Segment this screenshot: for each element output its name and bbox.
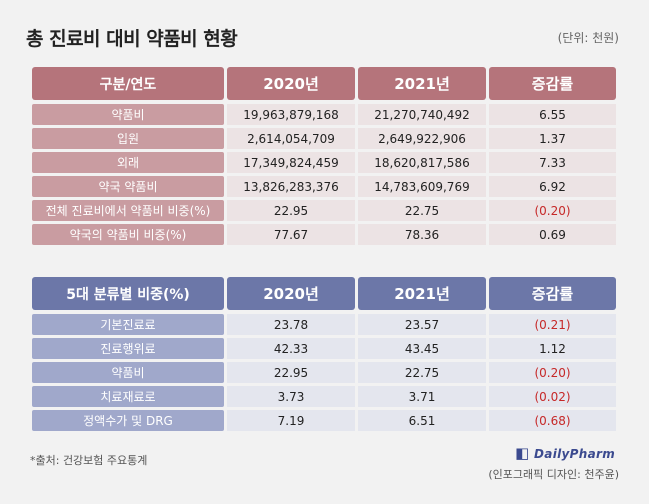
row-label: 약국의 약품비 비중(%) xyxy=(32,224,224,245)
row-label: 정액수가 및 DRG xyxy=(32,410,224,431)
value-2020: 19,963,879,168 xyxy=(227,104,355,125)
header-2021: 2021년 xyxy=(358,67,486,100)
value-2020: 13,826,283,376 xyxy=(227,176,355,197)
value-2020: 23.78 xyxy=(227,314,355,335)
value-change: 1.12 xyxy=(489,338,616,359)
value-2021: 6.51 xyxy=(358,410,486,431)
value-change: 7.33 xyxy=(489,152,616,173)
value-change: 0.69 xyxy=(489,224,616,245)
header-2020: 2020년 xyxy=(227,277,355,310)
value-change: (0.21) xyxy=(489,314,616,335)
logo-text: DailyPharm xyxy=(534,447,615,461)
value-change: (0.20) xyxy=(489,200,616,221)
value-2021: 18,620,817,586 xyxy=(358,152,486,173)
row-label: 진료행위료 xyxy=(32,338,224,359)
unit-note: (단위: 천원) xyxy=(557,31,619,45)
value-change: (0.68) xyxy=(489,410,616,431)
value-2021: 78.36 xyxy=(358,224,486,245)
value-change: 1.37 xyxy=(489,128,616,149)
dailypharm-logo: ◧ DailyPharm xyxy=(515,444,615,462)
value-2020: 3.73 xyxy=(227,386,355,407)
header-change: 증감률 xyxy=(489,277,616,310)
value-2021: 23.57 xyxy=(358,314,486,335)
value-change: (0.20) xyxy=(489,362,616,383)
row-label: 입원 xyxy=(32,128,224,149)
row-label: 기본진료료 xyxy=(32,314,224,335)
drug-cost-table: 구분/연도 2020년 2021년 증감률 약품비 19,963,879,168… xyxy=(32,67,616,248)
value-2021: 22.75 xyxy=(358,362,486,383)
row-label: 약품비 xyxy=(32,104,224,125)
value-2021: 3.71 xyxy=(358,386,486,407)
header-category: 구분/연도 xyxy=(32,67,224,100)
value-2020: 22.95 xyxy=(227,200,355,221)
value-2021: 43.45 xyxy=(358,338,486,359)
row-label: 약품비 xyxy=(32,362,224,383)
value-2020: 42.33 xyxy=(227,338,355,359)
value-2020: 22.95 xyxy=(227,362,355,383)
value-2020: 77.67 xyxy=(227,224,355,245)
page-title: 총 진료비 대비 약품비 현황 xyxy=(26,28,238,50)
header-category: 5대 분류별 비중(%) xyxy=(32,277,224,310)
value-change: 6.55 xyxy=(489,104,616,125)
value-2021: 14,783,609,769 xyxy=(358,176,486,197)
row-label: 전체 진료비에서 약품비 비중(%) xyxy=(32,200,224,221)
header-2021: 2021년 xyxy=(358,277,486,310)
row-label: 외래 xyxy=(32,152,224,173)
value-change: 6.92 xyxy=(489,176,616,197)
logo-mark-icon: ◧ xyxy=(515,444,530,462)
value-2020: 2,614,054,709 xyxy=(227,128,355,149)
category-share-table: 5대 분류별 비중(%) 2020년 2021년 증감률 기본진료료 23.78… xyxy=(32,277,616,434)
value-2020: 17,349,824,459 xyxy=(227,152,355,173)
value-2021: 21,270,740,492 xyxy=(358,104,486,125)
design-credit: (인포그래픽 디자인: 천주윤) xyxy=(488,468,619,481)
row-label: 치료재료로 xyxy=(32,386,224,407)
header-change: 증감률 xyxy=(489,67,616,100)
value-change: (0.02) xyxy=(489,386,616,407)
value-2020: 7.19 xyxy=(227,410,355,431)
value-2021: 22.75 xyxy=(358,200,486,221)
row-label: 약국 약품비 xyxy=(32,176,224,197)
source-note: *출처: 건강보험 주요통계 xyxy=(30,454,148,467)
value-2021: 2,649,922,906 xyxy=(358,128,486,149)
header-2020: 2020년 xyxy=(227,67,355,100)
